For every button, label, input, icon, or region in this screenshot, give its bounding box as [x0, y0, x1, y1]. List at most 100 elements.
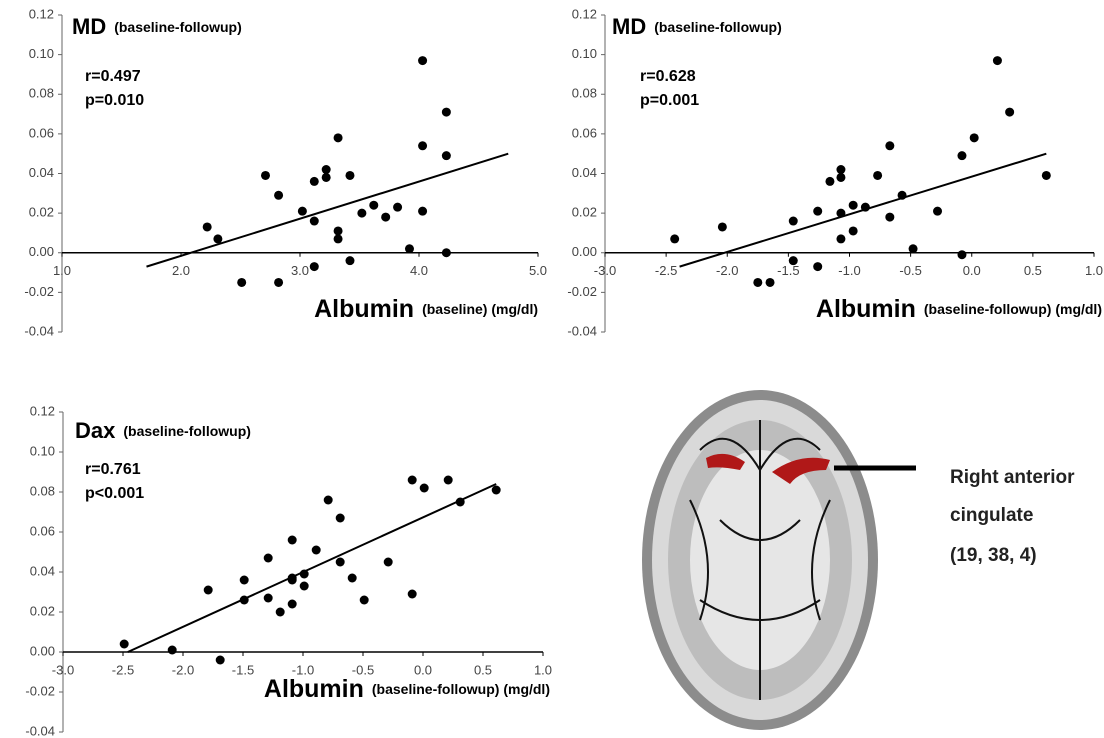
- x-tick-label: -2.5: [655, 263, 677, 278]
- chart-subtitle: (baseline-followup): [654, 19, 782, 35]
- point: [240, 596, 249, 605]
- point: [670, 234, 679, 243]
- point: [825, 177, 834, 186]
- y-tick-label: 0.00: [29, 244, 54, 259]
- point: [933, 207, 942, 216]
- x-tick-label: 1.0: [1085, 263, 1103, 278]
- point: [310, 262, 319, 271]
- point: [442, 108, 451, 117]
- point: [203, 222, 212, 231]
- point: [993, 56, 1002, 65]
- point: [408, 476, 417, 485]
- point: [444, 476, 453, 485]
- chart-subtitle: (baseline-followup): [123, 423, 251, 439]
- point: [492, 486, 501, 495]
- point: [237, 278, 246, 287]
- stat-label: r=0.761: [85, 461, 141, 478]
- point: [885, 141, 894, 150]
- figure: Right anterior cingulate (19, 38, 4) -0.…: [0, 0, 1104, 738]
- point: [322, 165, 331, 174]
- chart-title: MD: [72, 14, 106, 39]
- point: [298, 207, 307, 216]
- x-tick-label: -2.0: [172, 662, 194, 677]
- x-tick-label: 0.5: [474, 662, 492, 677]
- y-tick-label: 0.04: [572, 165, 597, 180]
- point: [276, 608, 285, 617]
- y-tick-label: -0.04: [24, 323, 54, 338]
- y-tick-label: 0.02: [572, 205, 597, 220]
- x-tick-label: -3.0: [594, 263, 616, 278]
- point: [836, 173, 845, 182]
- y-tick-label: -0.04: [567, 323, 597, 338]
- point: [418, 207, 427, 216]
- point: [288, 576, 297, 585]
- point: [324, 496, 333, 505]
- point: [288, 536, 297, 545]
- y-tick-label: 0.12: [30, 403, 55, 418]
- point: [885, 213, 894, 222]
- point: [288, 600, 297, 609]
- point: [849, 201, 858, 210]
- y-tick-label: 0.00: [30, 643, 55, 658]
- y-tick-label: -0.02: [24, 284, 54, 299]
- y-tick-label: 0.00: [572, 244, 597, 259]
- point: [418, 56, 427, 65]
- stat-label: r=0.628: [640, 68, 696, 85]
- point: [766, 278, 775, 287]
- point: [312, 546, 321, 555]
- point: [261, 171, 270, 180]
- point: [442, 248, 451, 257]
- point: [334, 133, 343, 142]
- point: [813, 207, 822, 216]
- brain-label: cingulate: [950, 505, 1033, 526]
- y-tick-label: 0.04: [29, 165, 54, 180]
- y-tick-label: 0.12: [572, 6, 597, 21]
- point: [789, 256, 798, 265]
- y-tick-label: 0.04: [30, 563, 55, 578]
- point: [369, 201, 378, 210]
- point: [357, 209, 366, 218]
- point: [753, 278, 762, 287]
- stat-label: r=0.497: [85, 68, 141, 85]
- y-tick-label: 0.06: [30, 523, 55, 538]
- x-tick-label: -1.0: [838, 263, 860, 278]
- y-tick-label: -0.02: [567, 284, 597, 299]
- y-tick-label: -0.02: [25, 683, 55, 698]
- x-tick-label: -1.5: [232, 662, 254, 677]
- y-tick-label: 0.08: [29, 86, 54, 101]
- point: [813, 262, 822, 271]
- point: [310, 177, 319, 186]
- y-tick-label: 0.12: [29, 6, 54, 21]
- x-tick-label: 2.0: [172, 263, 190, 278]
- x-tick-label: 0.5: [1024, 263, 1042, 278]
- chart-title: Dax: [75, 418, 116, 443]
- y-tick-label: 0.10: [572, 46, 597, 61]
- brain-label: Right anterior: [950, 467, 1075, 488]
- point: [836, 209, 845, 218]
- point: [300, 582, 309, 591]
- point: [336, 514, 345, 523]
- point: [957, 250, 966, 259]
- x-tick-label: 4.0: [410, 263, 428, 278]
- point: [456, 498, 465, 507]
- x-tick-label: 1.0: [53, 263, 71, 278]
- y-tick-label: 0.08: [572, 86, 597, 101]
- point: [861, 203, 870, 212]
- x-tick-label: -2.5: [112, 662, 134, 677]
- x-tick-label: 0.0: [963, 263, 981, 278]
- point: [418, 141, 427, 150]
- stat-label: p=0.010: [85, 92, 144, 109]
- stat-label: p<0.001: [85, 485, 144, 502]
- point: [264, 594, 273, 603]
- point: [405, 244, 414, 253]
- x-axis-label-note: (baseline) (mg/dl): [422, 301, 538, 317]
- point: [898, 191, 907, 200]
- x-tick-label: -1.5: [777, 263, 799, 278]
- point: [348, 574, 357, 583]
- point: [381, 213, 390, 222]
- y-tick-label: 0.06: [29, 125, 54, 140]
- stat-label: p=0.001: [640, 92, 699, 109]
- point: [240, 576, 249, 585]
- x-axis-label-note: (baseline-followup) (mg/dl): [372, 681, 550, 697]
- point: [120, 640, 129, 649]
